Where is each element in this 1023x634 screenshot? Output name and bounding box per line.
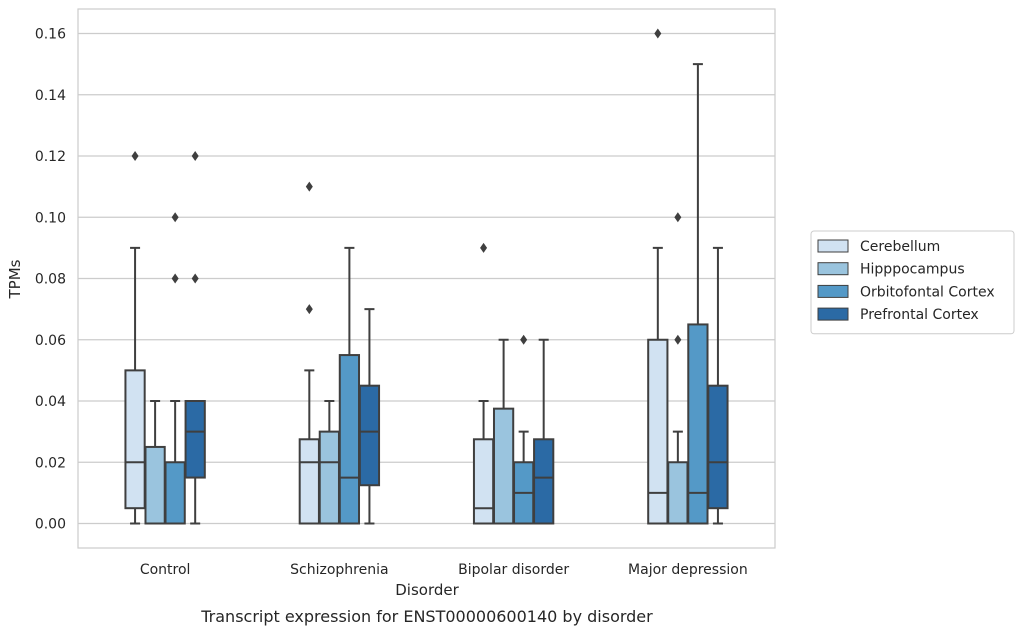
box-orbitofontal-cortex [164,212,186,525]
outlier-point [305,304,313,315]
box-iqr [533,438,555,525]
plot-frame [77,8,776,549]
outlier-point [191,151,199,161]
y-axis-ticks: 0.00 0.02 0.04 0.06 0.08 0.10 0.12 0.14 0.16 [35,27,66,533]
chart-caption: Transcript expression for ENST0000060014… [200,607,653,626]
outlier-point [520,334,528,345]
grid-lines [78,32,775,525]
box-iqr [647,338,669,525]
box-cerebellum [472,242,495,525]
x-tick-label: Control [140,562,191,578]
box-iqr [707,384,729,510]
box-hipppocampus [144,400,166,525]
x-tick-label: Major depression [628,562,748,578]
y-tick-label: 0.04 [35,394,66,410]
y-tick-label: 0.16 [35,27,66,43]
box-orbitofontal-cortex [513,334,535,525]
x-axis-title: Disorder [395,581,459,599]
legend-frame [810,230,1015,335]
y-tick-label: 0.00 [35,517,66,533]
legend-swatch [817,307,849,321]
x-tick-label: Schizophrenia [290,562,388,578]
outlier-point [480,242,488,253]
box-plot-groups [124,28,729,525]
box-iqr [144,445,166,525]
box-iqr [358,384,381,487]
outlier-point [131,151,139,161]
y-tick-label: 0.12 [35,149,66,165]
legend: Cerebellum Hipppocampus Orbitofontal Corte… [810,230,1015,335]
outlier-point [191,273,199,284]
box-iqr [164,461,186,525]
box-iqr [124,369,146,510]
box-orbitofontal-cortex [338,246,361,525]
box-prefrontal-cortex [533,338,555,525]
box-cerebellum [298,181,320,525]
y-tick-label: 0.02 [35,455,66,471]
y-tick-label: 0.14 [35,88,66,104]
legend-swatch [817,284,849,298]
box-hipppocampus [667,212,689,525]
box-iqr [318,430,340,525]
y-axis-title: TPMs [6,259,24,299]
outlier-point [674,334,682,345]
box-iqr [338,354,361,525]
outlier-point [171,273,179,284]
box-iqr [298,438,320,525]
box-iqr [492,407,515,525]
box-orbitofontal-cortex [687,63,709,525]
legend-swatch [817,239,849,253]
legend-swatch [817,262,849,276]
y-tick-label: 0.06 [35,333,66,349]
outlier-point [305,181,313,192]
box-hipppocampus [318,400,340,525]
box-prefrontal-cortex [358,308,381,525]
x-tick-label: Bipolar disorder [458,562,569,578]
box-iqr [472,438,495,525]
box-prefrontal-cortex [184,151,206,525]
y-tick-label: 0.10 [35,210,66,226]
outlier-point [171,212,179,223]
box-cerebellum [124,151,146,525]
legend-label: Prefrontal Cortex [860,307,979,323]
box-prefrontal-cortex [707,246,729,525]
x-axis-ticks: Control Schizophrenia Bipolar disorder Majo… [140,562,748,578]
box-iqr [667,461,689,525]
box-hipppocampus [492,338,515,525]
box-cerebellum [647,28,669,525]
legend-label: Cerebellum [860,239,940,255]
outlier-point [674,212,682,223]
box-iqr [184,400,206,479]
outlier-point [654,28,662,39]
legend-label: Orbitofontal Cortex [860,284,995,300]
legend-label: Hipppocampus [860,262,965,278]
y-tick-label: 0.08 [35,272,66,288]
